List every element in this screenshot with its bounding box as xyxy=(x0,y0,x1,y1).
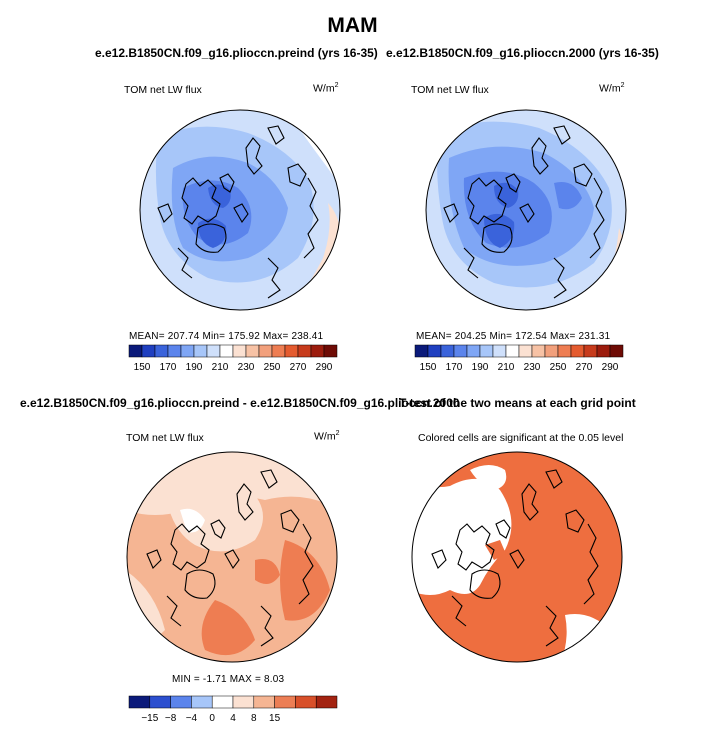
colorbar-swatch xyxy=(518,344,533,358)
colorbar-tick-label: 270 xyxy=(576,362,593,373)
colorbar-swatch xyxy=(295,695,317,709)
colorbar-swatch xyxy=(453,344,468,358)
colorbar-swatch xyxy=(315,695,338,709)
colorbar-tick-label: 4 xyxy=(230,713,236,724)
colorbar-swatch xyxy=(297,344,312,358)
colorbar-tick-label: 150 xyxy=(134,362,151,373)
polar-map-preind xyxy=(139,109,341,311)
units-top-right: W/m2 xyxy=(599,82,625,95)
colorbar-swatch xyxy=(544,344,559,358)
colorbar-swatch xyxy=(154,344,169,358)
colorbar-tick-label: −15 xyxy=(141,713,158,724)
colorbar-tick-label: 250 xyxy=(550,362,567,373)
colorbar-swatch xyxy=(596,344,611,358)
colorbar-swatch xyxy=(427,344,442,358)
colorbar-tick-label: 15 xyxy=(269,713,281,724)
colorbar-swatch xyxy=(232,695,255,709)
colorbar-swatch xyxy=(310,344,325,358)
colorbar-swatch xyxy=(253,695,275,709)
colorbar-swatch xyxy=(531,344,546,358)
colorbar-swatch xyxy=(170,695,192,709)
colorbar-swatch xyxy=(191,695,213,709)
colorbar-tick-label: 170 xyxy=(446,362,463,373)
variable-label-bottom-left: TOM net LW flux xyxy=(126,432,204,444)
colorbar-tick-label: 290 xyxy=(316,362,333,373)
colorbar-bottom-left: −15 −8 −4 0 4 8 15 xyxy=(128,695,338,724)
colorbar-swatch xyxy=(206,344,221,358)
variable-label-top-right: TOM net LW flux xyxy=(411,84,489,96)
colorbar-swatch xyxy=(609,344,624,358)
panel-title-bottom-right: T-test of the two means at each grid poi… xyxy=(399,396,636,410)
polar-map-ttest xyxy=(411,451,623,663)
colorbar-tick-label: 230 xyxy=(524,362,541,373)
colorbar-tick-label: 210 xyxy=(212,362,229,373)
colorbar-swatch xyxy=(193,344,208,358)
polar-map-difference xyxy=(126,451,338,663)
colorbar-swatch xyxy=(180,344,195,358)
colorbar-swatch xyxy=(414,344,429,358)
colorbar-tick-label: 290 xyxy=(602,362,619,373)
colorbar-tick-label: 190 xyxy=(186,362,203,373)
colorbar-tick-label: 190 xyxy=(472,362,489,373)
colorbar-swatch xyxy=(245,344,260,358)
colorbar-swatch xyxy=(284,344,299,358)
stats-bottom-left: MIN = -1.71 MAX = 8.03 xyxy=(172,674,285,685)
colorbar-tick-label: 0 xyxy=(209,713,215,724)
main-title: MAM xyxy=(327,14,378,37)
units-top-left: W/m2 xyxy=(313,82,339,95)
colorbar-swatch xyxy=(211,695,234,709)
variable-label-top-left: TOM net LW flux xyxy=(124,84,202,96)
colorbar-swatch xyxy=(323,344,338,358)
panel-title-bottom-left: e.e12.B1850CN.f09_g16.plioccn.preind - e… xyxy=(20,396,460,410)
colorbar-tick-label: −4 xyxy=(186,713,198,724)
panel-title-top-left: e.e12.B1850CN.f09_g16.plioccn.preind (yr… xyxy=(95,46,378,60)
colorbar-swatch xyxy=(219,344,234,358)
colorbar-swatch xyxy=(274,695,296,709)
colorbar-swatch xyxy=(167,344,182,358)
colorbar-swatch xyxy=(258,344,273,358)
colorbar-swatch xyxy=(557,344,572,358)
colorbar-swatch xyxy=(271,344,286,358)
colorbar-swatch xyxy=(232,344,247,358)
ttest-subtitle: Colored cells are significant at the 0.0… xyxy=(418,432,624,444)
colorbar-tick-label: 250 xyxy=(264,362,281,373)
polar-map-2000 xyxy=(425,109,627,311)
colorbar-top-right: 150 170 190 210 230 250 270 290 xyxy=(414,344,624,373)
colorbar-tick-label: −8 xyxy=(165,713,177,724)
colorbar-swatch xyxy=(479,344,494,358)
colorbar-tick-label: 270 xyxy=(290,362,307,373)
colorbar-swatch xyxy=(440,344,455,358)
colorbar-swatch xyxy=(128,695,151,709)
units-bottom-left: W/m2 xyxy=(314,430,340,443)
colorbar-top-left: 150 170 190 210 230 250 270 290 xyxy=(128,344,338,373)
colorbar-tick-label: 210 xyxy=(498,362,515,373)
stats-top-right: MEAN= 204.25 Min= 172.54 Max= 231.31 xyxy=(416,331,611,342)
colorbar-tick-label: 8 xyxy=(251,713,257,724)
colorbar-swatch xyxy=(466,344,481,358)
colorbar-tick-label: 150 xyxy=(420,362,437,373)
colorbar-swatch xyxy=(149,695,171,709)
colorbar-swatch xyxy=(128,344,143,358)
panel-title-top-right: e.e12.B1850CN.f09_g16.plioccn.2000 (yrs … xyxy=(386,46,659,60)
colorbar-swatch xyxy=(141,344,156,358)
colorbar-swatch xyxy=(583,344,598,358)
stats-top-left: MEAN= 207.74 Min= 175.92 Max= 238.41 xyxy=(129,331,324,342)
colorbar-tick-label: 230 xyxy=(238,362,255,373)
colorbar-swatch xyxy=(492,344,507,358)
colorbar-swatch xyxy=(505,344,520,358)
colorbar-tick-label: 170 xyxy=(160,362,177,373)
colorbar-swatch xyxy=(570,344,585,358)
